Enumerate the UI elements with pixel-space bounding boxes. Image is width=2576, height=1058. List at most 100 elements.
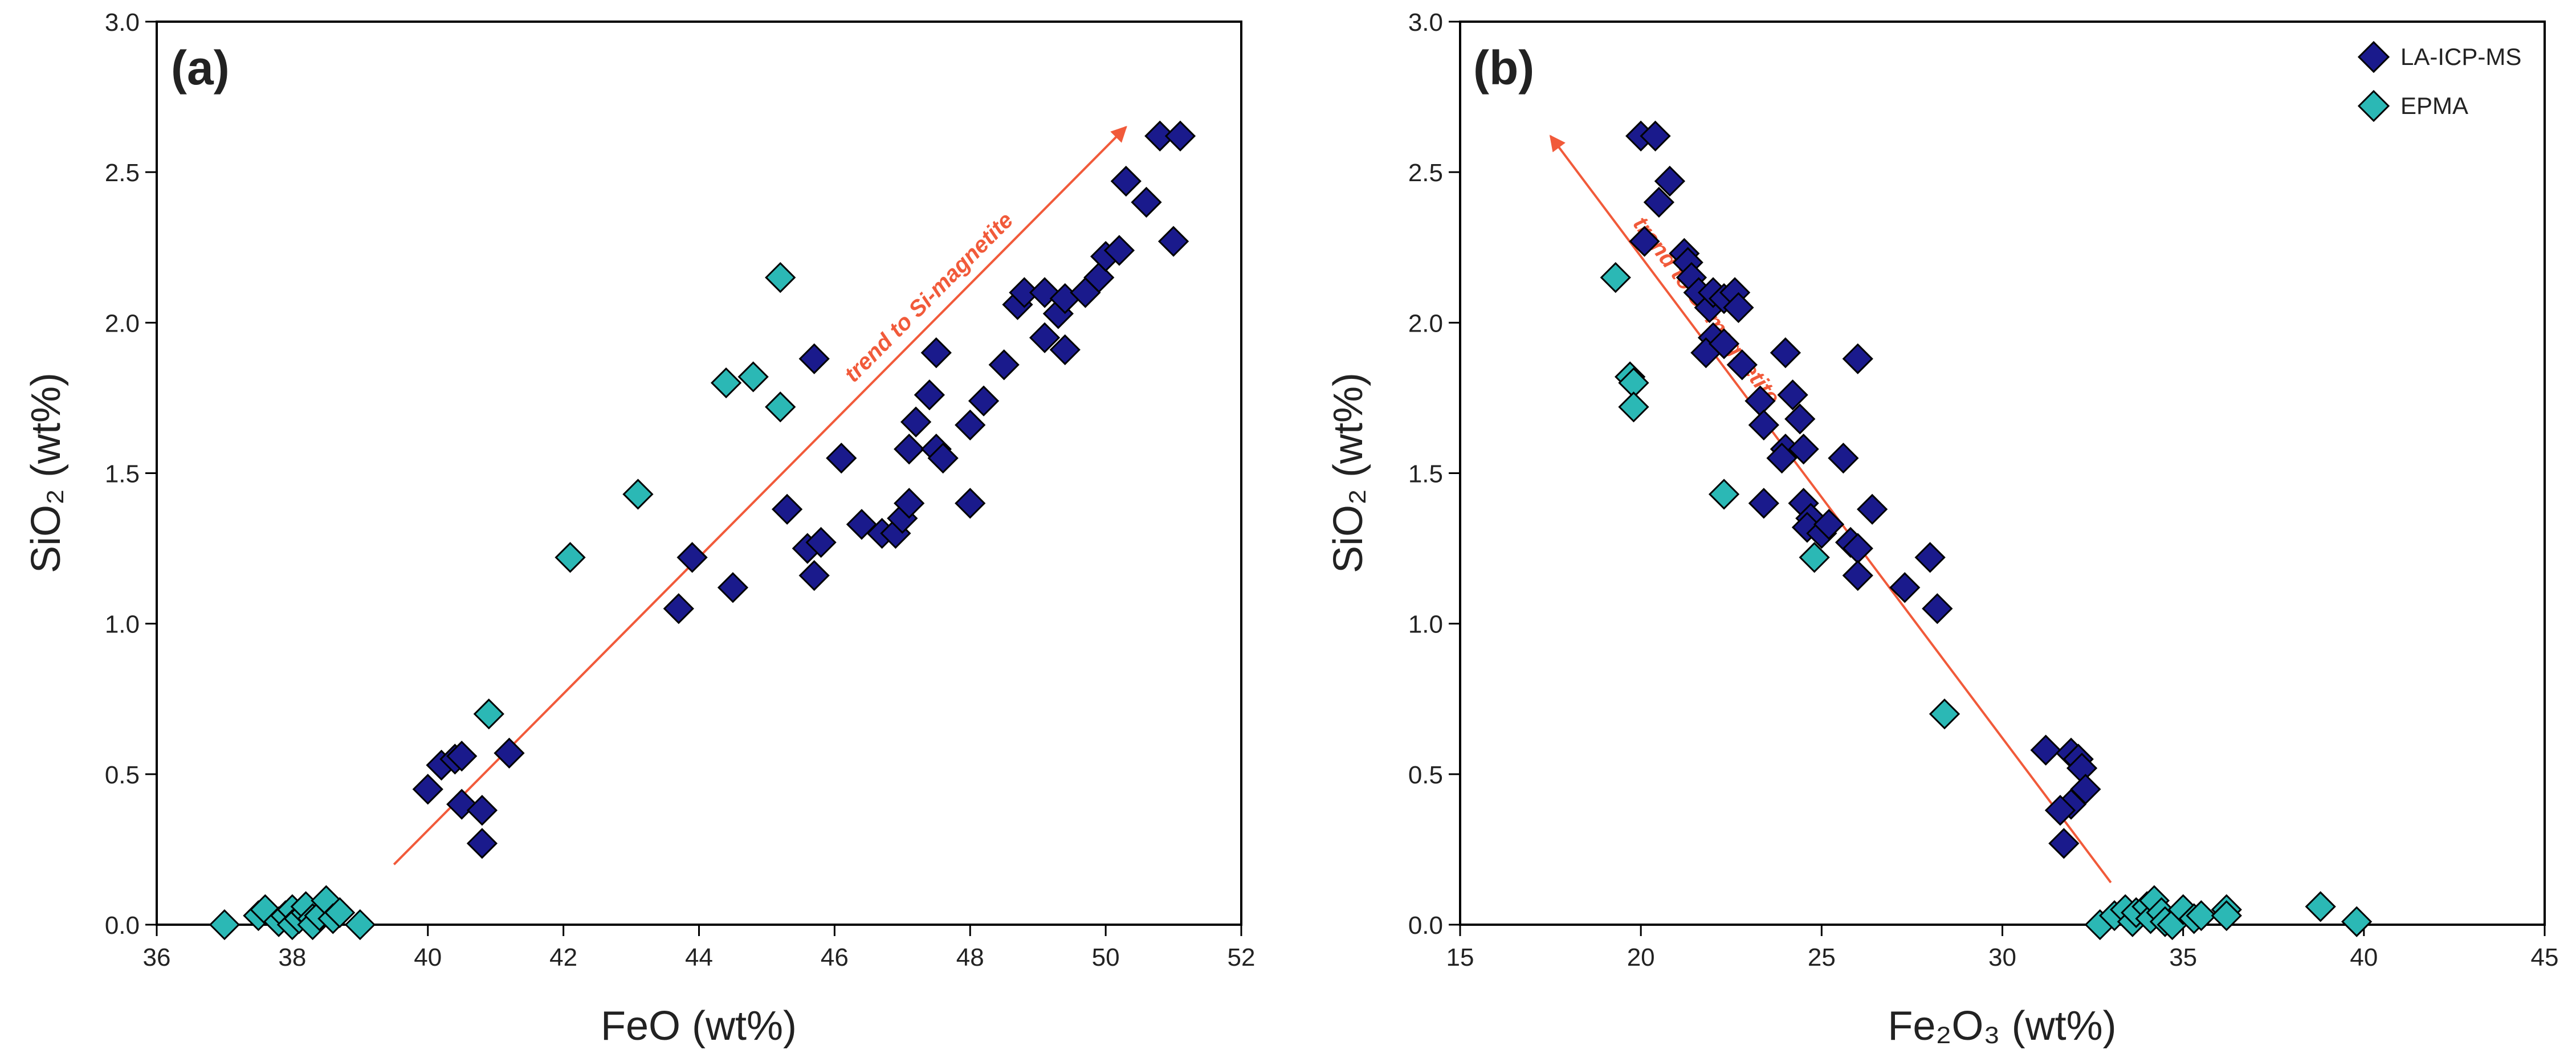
data-point-epma-b [2305,891,2336,922]
data-point-la-icp-ms-a [927,442,959,474]
data-point-epma-a [765,262,796,293]
x-tick-label-b: 45 [2531,943,2559,971]
data-point-epma-b [2211,900,2242,932]
data-point-la-icp-ms-a [900,406,932,438]
x-tick-label-a: 42 [549,943,577,971]
data-point-la-icp-ms-a [412,774,443,805]
data-point-la-icp-ms-a [1110,165,1142,197]
legend-marker-la-icp-ms [2357,40,2390,73]
y-tick-label-a: 2.5 [105,159,140,187]
trend-line-b [1549,134,2112,884]
data-point-epma-a [765,391,796,423]
data-point-la-icp-ms-a [663,593,694,624]
x-tick-label-b: 35 [2169,943,2197,971]
x-tick-label-a: 36 [143,943,171,971]
data-point-la-icp-ms-b [1842,560,1873,591]
y-tick-label-b: 1.5 [1408,460,1443,488]
plot-frame-a [156,21,1242,926]
data-point-la-icp-ms-b [1857,493,1888,525]
data-point-la-icp-ms-b [1813,509,1845,540]
data-point-la-icp-ms-b [1723,292,1754,324]
axis-ticks-b: 15 20 25 30 35 40 45 0.0 0.5 1.0 1.5 2.0 2.5 3.0 [1408,9,2559,971]
x-axis-title-b: Fe₂O₃ (wt%) [1888,1003,2116,1049]
data-point-epma-a [344,909,376,941]
data-point-la-icp-ms-b [1726,349,1758,381]
data-point-la-icp-ms-a [1103,235,1135,266]
data-point-la-icp-ms-a [771,493,803,525]
y-tick-label-a: 0.5 [105,761,140,789]
data-point-la-icp-ms-a [446,741,478,772]
y-tick-label-a: 2.0 [105,309,140,337]
data-point-la-icp-ms-a [798,343,830,374]
x-tick-label-b: 30 [1988,943,2016,971]
data-point-la-icp-ms-a [920,337,952,369]
data-point-la-icp-ms-a [805,526,837,558]
y-tick-label-b: 0.5 [1408,761,1443,789]
data-point-la-icp-ms-a [846,509,878,540]
data-point-la-icp-ms-a [1009,277,1040,308]
x-tick-label-a: 44 [685,943,713,971]
data-point-la-icp-ms-b [1777,379,1808,411]
panel-a: (a) 36 38 40 42 44 46 48 50 52 0.0 0.5 1.0 1.5 2.0 2.5… [23,9,1255,1049]
data-point-epma-a [622,479,654,510]
panel-label-b: (b) [1473,41,1534,95]
data-point-la-icp-ms-b [1922,593,1953,624]
axis-ticks-a: 36 38 40 42 44 46 48 50 52 0.0 0.5 1.0 1.5 2.0 2.5 3.0 [105,9,1256,971]
data-point-epma-a [473,698,504,730]
y-axis-title-b: SiO₂ (wt%) [1326,373,1371,573]
data-point-la-icp-ms-b [2048,828,2080,859]
data-point-la-icp-ms-a [1029,322,1061,353]
y-tick-label-a: 1.5 [105,460,140,488]
data-point-la-icp-ms-b [1654,165,1686,197]
trend-arrow-b: trend to Si-magnetite [1549,134,2112,884]
legend-item-epma: EPMA [2357,89,2468,122]
data-point-la-icp-ms-a [955,488,986,519]
data-point-la-icp-ms-a [1049,334,1081,366]
data-point-la-icp-ms-a [894,434,925,465]
data-point-la-icp-ms-b [1643,186,1675,218]
x-tick-label-a: 46 [821,943,849,971]
data-point-la-icp-ms-a [955,409,986,441]
data-point-la-icp-ms-a [446,789,478,820]
y-tick-label-a: 0.0 [105,912,140,939]
data-point-epma-b [1929,698,1960,730]
data-point-la-icp-ms-b [1640,120,1671,152]
data-point-epma-b [1618,391,1649,423]
panel-label-a: (a) [171,41,230,95]
y-tick-label-b: 2.5 [1408,159,1443,187]
data-point-epma-a [209,909,241,941]
data-point-la-icp-ms-a [676,542,708,573]
data-point-la-icp-ms-a [1144,120,1176,152]
y-tick-label-a: 1.0 [105,611,140,639]
data-point-epma-a [324,897,356,928]
data-point-la-icp-ms-a [826,442,857,474]
scatter-points-b [1600,120,2373,941]
data-point-la-icp-ms-b [1828,442,1859,474]
data-point-la-icp-ms-a [466,795,498,826]
scatter-points-a [209,120,1196,941]
x-axis-title-a: FeO (wt%) [601,1003,797,1049]
x-tick-label-a: 38 [278,943,306,971]
legend-label-epma: EPMA [2400,92,2468,119]
legend-marker-epma [2357,89,2390,122]
data-point-la-icp-ms-b [1629,226,1660,257]
data-point-la-icp-ms-b [2030,734,2061,766]
data-point-la-icp-ms-a [914,379,945,411]
trend-line-a [393,125,1127,865]
legend-item-la-icp-ms: LA-ICP-MS [2357,40,2521,73]
x-tick-label-a: 50 [1092,943,1120,971]
data-point-la-icp-ms-b [1766,442,1798,474]
data-point-la-icp-ms-a [1164,120,1196,152]
data-point-la-icp-ms-a [494,737,525,769]
x-tick-label-b: 15 [1446,943,1474,971]
data-point-la-icp-ms-a [988,349,1020,381]
data-point-la-icp-ms-a [717,572,749,603]
data-point-epma-a [710,367,742,399]
x-tick-label-b: 20 [1627,943,1655,971]
plot-frame-b [1459,21,2546,926]
data-point-epma-b [1708,479,1740,510]
x-tick-label-b: 40 [2350,943,2378,971]
data-point-la-icp-ms-b [1842,343,1873,374]
y-tick-label-b: 0.0 [1408,912,1443,939]
